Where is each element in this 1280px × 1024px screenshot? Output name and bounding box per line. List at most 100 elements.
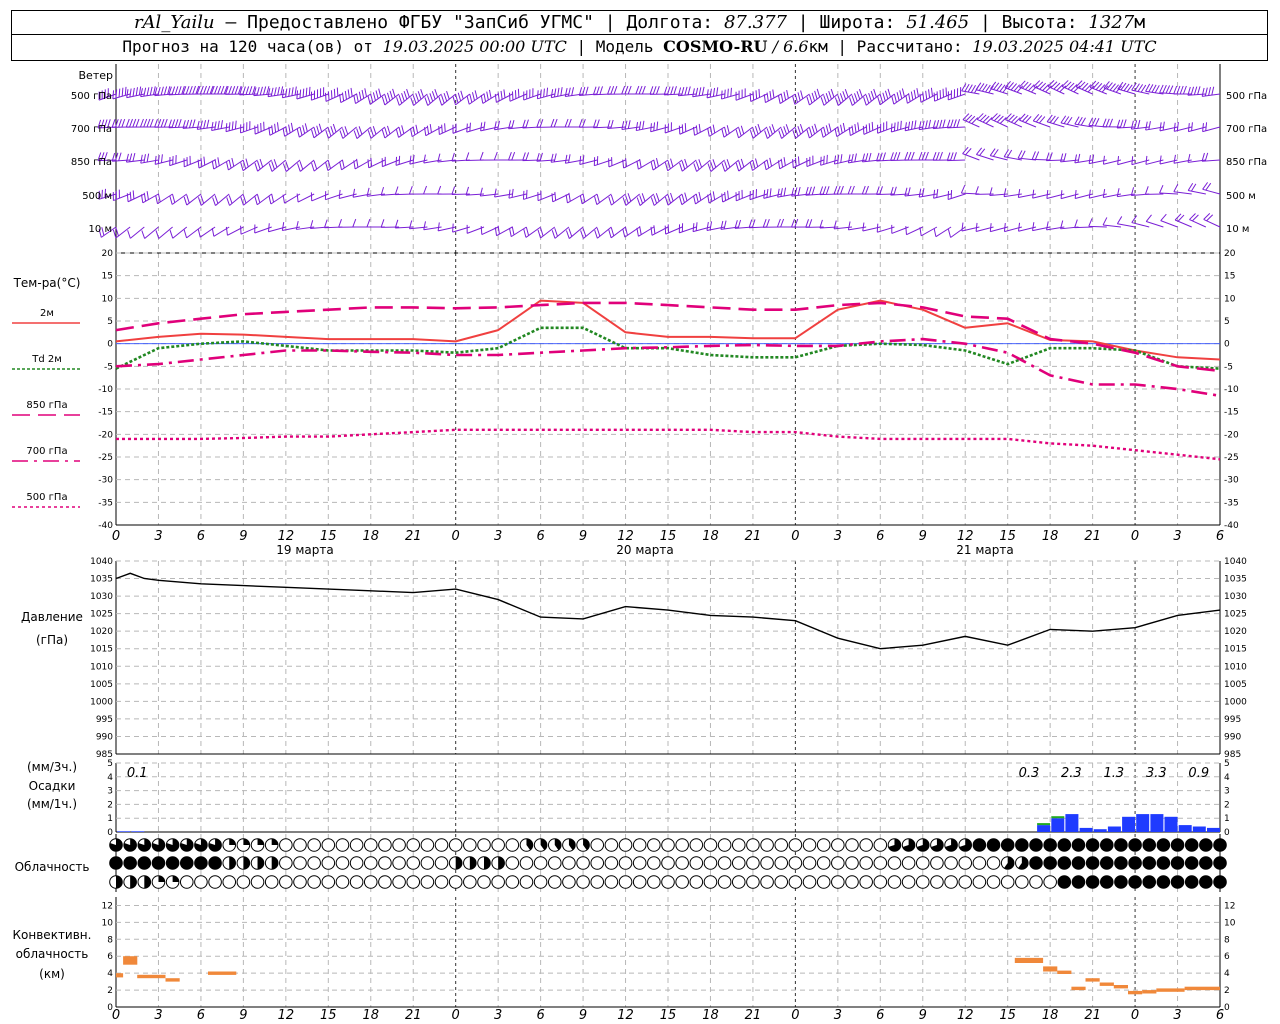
wind-barb-feather	[800, 90, 804, 99]
wind-barb-feather	[865, 94, 870, 104]
wind-barb-feather	[1120, 82, 1127, 91]
wind-barb	[990, 81, 1009, 95]
wind-barb-feather	[999, 84, 1006, 92]
wind-barb-feather	[820, 128, 824, 138]
wind-barb-feather	[132, 87, 135, 97]
wind-barb-feather	[833, 155, 837, 165]
cloud-symbol-outline	[363, 838, 378, 852]
cloud-symbol	[519, 838, 534, 852]
wind-barb	[282, 122, 301, 137]
conv-xtick-label: 9	[919, 1008, 927, 1023]
wind-barb-feather	[837, 126, 840, 135]
wind-barb	[367, 126, 386, 139]
cloud-symbol	[194, 856, 208, 870]
cloud-symbol	[760, 856, 774, 870]
wind-barb-feather	[724, 89, 726, 99]
wind-barb-feather	[752, 91, 755, 101]
cloud-symbol-fill	[1015, 838, 1029, 852]
conv-panel-line3: (км)	[39, 967, 65, 981]
cloud-symbol-outline	[661, 838, 675, 852]
wind-barb-feather	[511, 226, 515, 235]
wind-barb	[1102, 118, 1121, 128]
wind-barb	[1019, 80, 1038, 95]
wind-barb	[693, 159, 711, 172]
pressure-ytick-left: 985	[96, 750, 113, 760]
wind-barb-feather	[769, 126, 773, 135]
wind-barb-feather	[904, 187, 908, 197]
wind-barb-feather	[182, 86, 187, 95]
conv-xtick-label: 3	[1173, 1008, 1181, 1023]
wind-barb	[962, 113, 980, 128]
cloud-symbol-outline	[392, 856, 406, 870]
cloud-symbol	[505, 856, 520, 870]
wind-barb-feather	[206, 85, 211, 95]
wind-barb-feather	[455, 94, 459, 104]
cloud-symbol-fill	[144, 875, 151, 889]
temp-xtick-label: 3	[1173, 529, 1181, 544]
wind-barb-feather	[1017, 188, 1021, 198]
cloud-symbol-outline	[816, 838, 831, 852]
cloud-symbol	[944, 838, 958, 852]
cloud-symbol-outline	[250, 875, 265, 889]
wind-barb-feather	[1204, 152, 1209, 162]
cloud-symbol-outline	[194, 875, 208, 889]
wind-barb-feather	[925, 120, 928, 129]
pressure-ytick-right: 1015	[1224, 645, 1247, 655]
day-label-19: 19 марта	[276, 543, 333, 557]
cloud-symbol-outline	[802, 838, 817, 852]
wind-barb-feather	[1060, 115, 1067, 124]
wind-barb-feather	[138, 86, 142, 96]
conv-ytick-right: 2	[1224, 986, 1230, 996]
wind-barb-feather	[1073, 85, 1081, 93]
wind-barb-feather	[308, 86, 311, 96]
wind-barb-feather	[594, 196, 598, 205]
wind-barb-feather	[636, 197, 641, 206]
cloud-symbol-fill	[1128, 875, 1142, 889]
temp-xtick-label: 0	[791, 529, 799, 544]
wind-barb-feather	[143, 87, 147, 97]
cloud-symbol-fill	[1001, 838, 1014, 852]
pressure-ytick-right: 1005	[1224, 680, 1247, 690]
wind-barb-feather	[423, 221, 426, 230]
cloud-symbol	[731, 838, 746, 852]
wind-barb-feather	[907, 151, 912, 161]
wind-barb-shaft	[313, 126, 329, 139]
wind-barb-feather	[679, 196, 683, 205]
cloud-symbol	[519, 875, 534, 889]
wind-barb-feather	[1066, 116, 1073, 125]
wind-barb-feather	[653, 225, 656, 234]
cloud-symbol-outline	[279, 875, 293, 889]
temp-xtick-label: 18	[362, 529, 379, 544]
wind-barb-feather	[667, 194, 672, 204]
wind-barb-feather	[1002, 85, 1009, 93]
wind-barb-feather	[1008, 114, 1015, 122]
wind-barb-feather	[851, 153, 854, 163]
wind-barb-shaft	[723, 126, 740, 138]
wind-barb-feather	[771, 124, 776, 133]
wind-barb-feather	[401, 125, 405, 134]
wind-barb-feather	[825, 186, 830, 195]
wind-barb-feather	[982, 115, 990, 123]
model-label: | Модель	[566, 37, 664, 56]
pressure-ytick-left: 1025	[90, 610, 113, 620]
altitude-unit: м	[1134, 12, 1146, 33]
wind-barb-feather	[695, 193, 699, 203]
wind-barb-shaft	[947, 159, 966, 162]
wind-barb	[820, 88, 839, 106]
wind-barb-feather	[281, 89, 285, 98]
wind-barb-feather	[649, 86, 654, 95]
wind-barb-feather	[862, 125, 865, 135]
wind-barb-feather	[171, 119, 176, 128]
wind-barb	[141, 226, 159, 239]
model-name: COSMO-RU	[663, 37, 768, 56]
wind-barb	[991, 113, 1008, 128]
wind-barb-feather	[833, 220, 837, 229]
wind-barb-feather	[508, 189, 511, 199]
wind-barb-feather	[918, 151, 923, 161]
wind-barb	[1202, 182, 1221, 195]
cloud-symbol	[392, 838, 406, 852]
cloud-symbol-outline	[1029, 875, 1043, 889]
wind-barb-feather	[877, 96, 881, 105]
wind-barb-feather	[1101, 85, 1109, 93]
wind-barb	[792, 123, 810, 139]
